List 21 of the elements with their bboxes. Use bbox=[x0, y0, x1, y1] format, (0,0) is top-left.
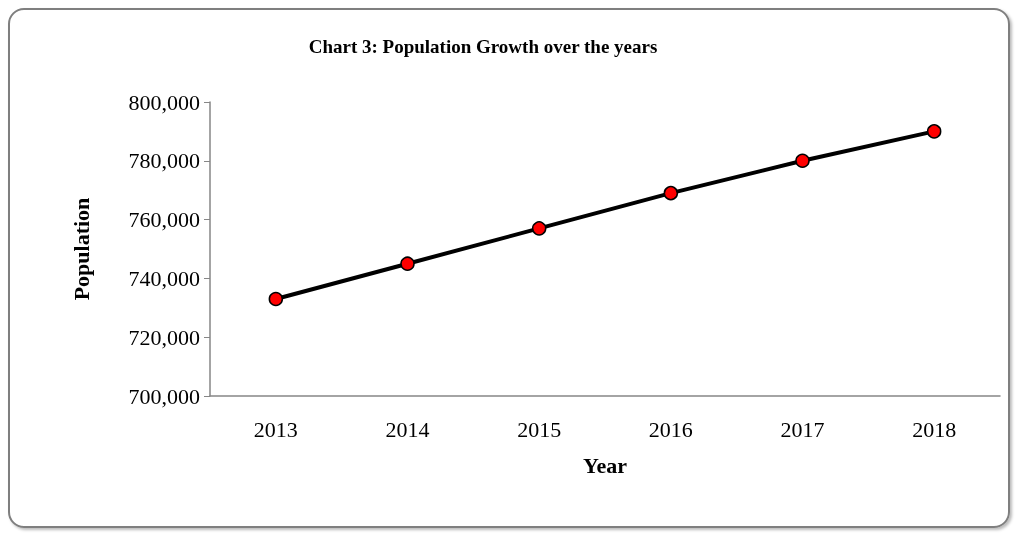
y-tick-label: 720,000 bbox=[128, 324, 200, 350]
y-tick-label: 700,000 bbox=[128, 383, 200, 409]
x-axis-title: Year bbox=[583, 452, 628, 478]
y-tick-label: 760,000 bbox=[128, 207, 200, 233]
point bbox=[268, 291, 284, 307]
x-tick-label: 2015 bbox=[517, 416, 562, 442]
point bbox=[795, 153, 810, 169]
y-tick-label: 740,000 bbox=[128, 265, 200, 291]
point bbox=[926, 124, 942, 139]
y-tick-label: 780,000 bbox=[128, 148, 200, 174]
point bbox=[531, 221, 547, 236]
chart-title: Chart 3: Population Growth over the years bbox=[308, 36, 658, 57]
point bbox=[663, 185, 679, 201]
x-tick-label: 2014 bbox=[385, 416, 430, 442]
x-tick-label: 2018 bbox=[912, 416, 957, 442]
point bbox=[400, 256, 415, 271]
x-tick-label: 2013 bbox=[253, 416, 298, 442]
y-axis-title: Population bbox=[68, 197, 94, 301]
y-tick-label: 800,000 bbox=[128, 89, 200, 115]
x-tick-label: 2016 bbox=[648, 416, 693, 442]
x-tick-label: 2017 bbox=[780, 416, 825, 442]
